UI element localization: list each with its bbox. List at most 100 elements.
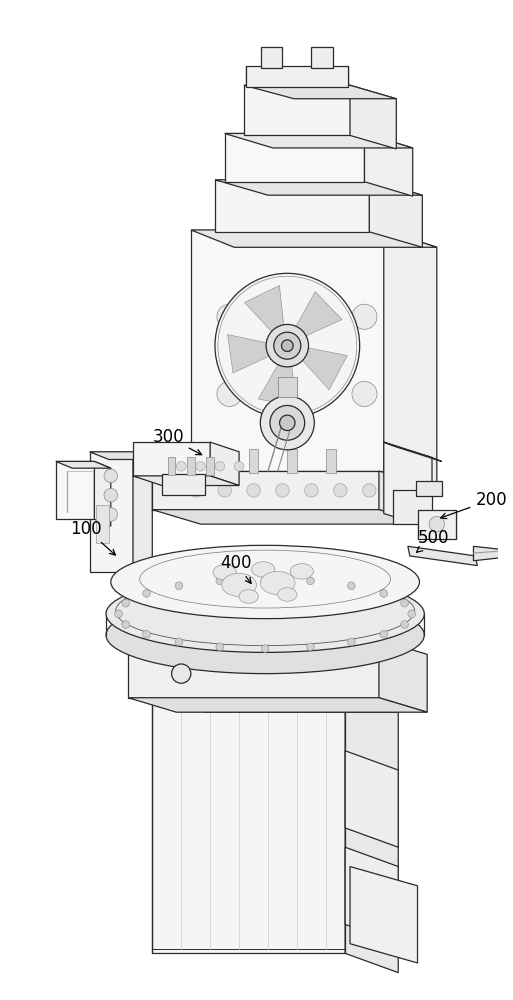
Polygon shape [311, 47, 332, 68]
Polygon shape [94, 461, 111, 526]
Circle shape [189, 484, 203, 497]
Circle shape [352, 381, 377, 406]
Circle shape [380, 590, 388, 597]
Circle shape [307, 577, 314, 585]
Polygon shape [249, 449, 259, 473]
Polygon shape [345, 693, 398, 973]
Polygon shape [128, 698, 427, 712]
Polygon shape [128, 640, 379, 698]
Polygon shape [244, 85, 397, 99]
Circle shape [307, 643, 314, 651]
Polygon shape [187, 457, 195, 475]
Circle shape [401, 599, 408, 607]
Polygon shape [228, 335, 281, 373]
Circle shape [218, 484, 231, 497]
Circle shape [217, 304, 242, 329]
Polygon shape [259, 353, 297, 406]
Polygon shape [96, 505, 109, 543]
Polygon shape [210, 449, 220, 473]
Polygon shape [225, 133, 364, 182]
Polygon shape [133, 476, 239, 486]
Text: 200: 200 [441, 491, 507, 519]
Polygon shape [162, 474, 205, 495]
Polygon shape [384, 442, 432, 529]
Circle shape [363, 484, 376, 497]
Ellipse shape [106, 596, 424, 674]
Circle shape [347, 638, 355, 646]
Polygon shape [369, 180, 422, 247]
Circle shape [401, 621, 408, 628]
Polygon shape [225, 133, 413, 148]
Polygon shape [133, 442, 210, 476]
Circle shape [380, 630, 388, 638]
Circle shape [216, 643, 224, 651]
Polygon shape [152, 693, 398, 712]
Circle shape [104, 508, 117, 521]
Circle shape [261, 645, 269, 652]
Polygon shape [152, 693, 345, 953]
Polygon shape [90, 452, 133, 572]
Circle shape [171, 664, 191, 683]
Circle shape [215, 273, 360, 418]
Circle shape [408, 610, 416, 618]
Polygon shape [191, 230, 437, 247]
Circle shape [122, 599, 130, 607]
Ellipse shape [278, 588, 297, 601]
Polygon shape [345, 751, 398, 847]
Polygon shape [261, 47, 283, 68]
Polygon shape [393, 490, 432, 524]
Circle shape [429, 516, 445, 532]
Circle shape [260, 396, 314, 450]
Polygon shape [408, 546, 477, 566]
Polygon shape [384, 442, 442, 461]
Circle shape [234, 461, 244, 471]
Circle shape [104, 488, 117, 502]
Circle shape [104, 469, 117, 483]
Ellipse shape [239, 590, 259, 603]
Text: 100: 100 [70, 520, 115, 555]
Polygon shape [293, 345, 347, 390]
Polygon shape [418, 510, 456, 539]
Polygon shape [133, 452, 152, 580]
Polygon shape [384, 230, 437, 488]
Circle shape [247, 484, 260, 497]
Text: 400: 400 [220, 554, 251, 583]
Circle shape [270, 405, 305, 440]
Ellipse shape [222, 573, 256, 596]
Circle shape [143, 590, 150, 597]
Polygon shape [350, 867, 418, 963]
Polygon shape [90, 452, 152, 459]
Polygon shape [278, 377, 297, 397]
Circle shape [195, 461, 205, 471]
Polygon shape [379, 471, 427, 524]
Polygon shape [245, 285, 285, 341]
Polygon shape [416, 481, 442, 496]
Polygon shape [345, 847, 398, 944]
Polygon shape [56, 461, 94, 519]
Circle shape [143, 630, 150, 638]
Circle shape [215, 461, 225, 471]
Polygon shape [287, 449, 297, 473]
Text: 300: 300 [152, 428, 202, 455]
Polygon shape [168, 457, 175, 475]
Ellipse shape [106, 575, 424, 652]
Circle shape [122, 621, 130, 628]
Circle shape [261, 575, 269, 583]
Circle shape [175, 582, 183, 590]
Polygon shape [289, 292, 342, 341]
Polygon shape [244, 85, 350, 135]
Circle shape [217, 381, 242, 406]
Circle shape [347, 582, 355, 590]
Circle shape [176, 461, 186, 471]
Circle shape [280, 415, 295, 431]
Circle shape [216, 577, 224, 585]
Polygon shape [152, 510, 427, 524]
Polygon shape [364, 133, 413, 196]
Circle shape [352, 304, 377, 329]
Ellipse shape [290, 564, 313, 579]
Circle shape [274, 332, 301, 359]
Polygon shape [56, 461, 111, 468]
Polygon shape [206, 457, 214, 475]
Polygon shape [210, 442, 239, 486]
Polygon shape [326, 449, 336, 473]
